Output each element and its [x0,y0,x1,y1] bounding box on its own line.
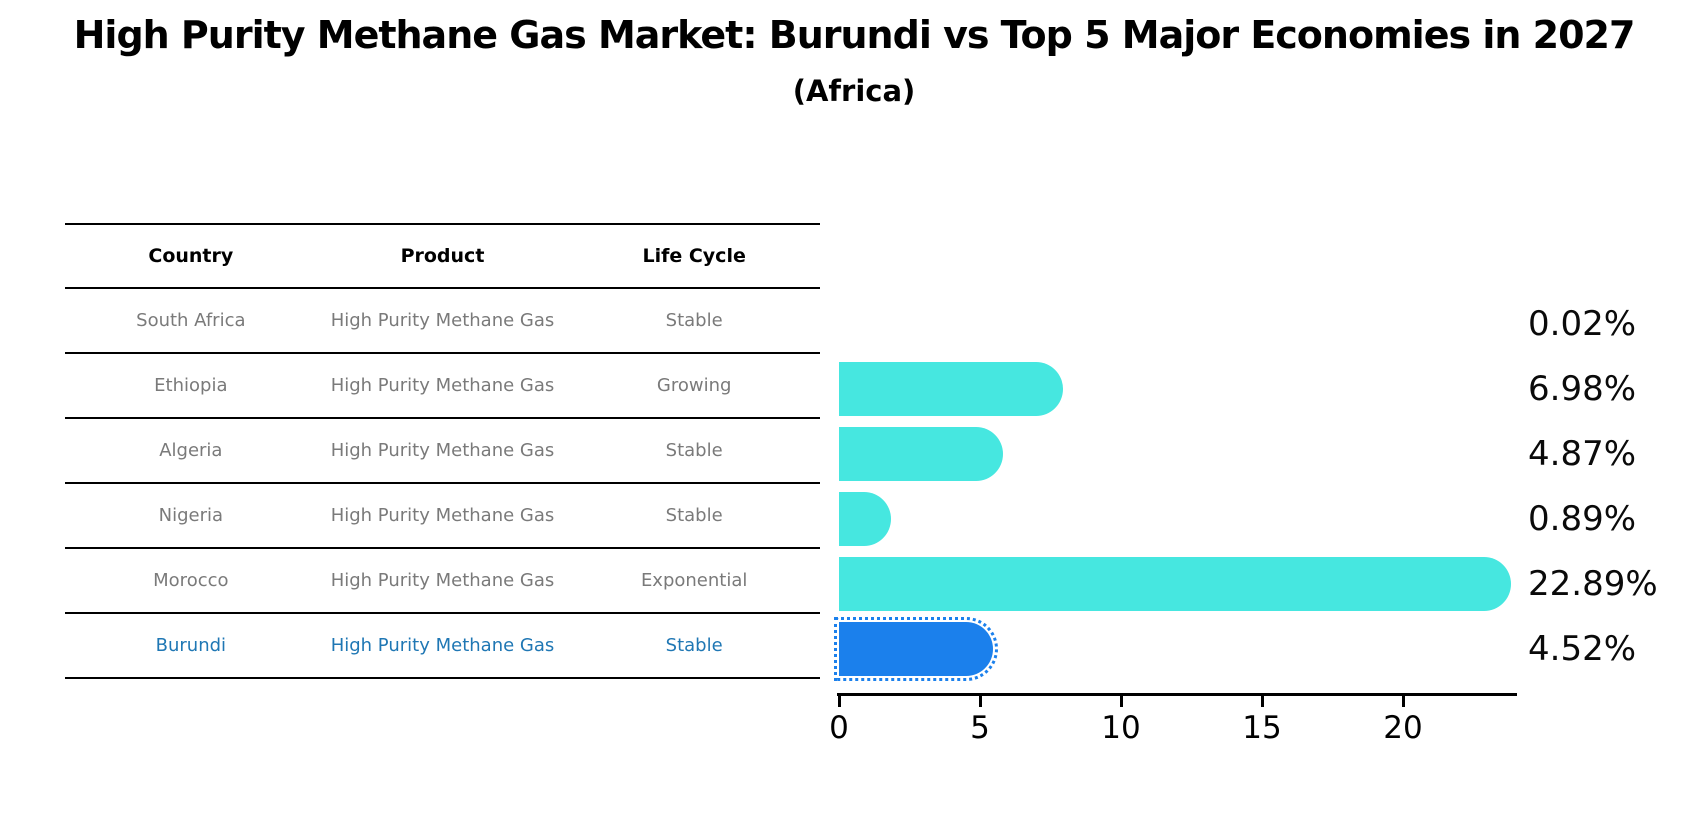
life-cycle-cell-ethiopia: Growing [656,375,732,396]
table-row-ethiopia: Ethiopia High Purity Methane Gas Growing [65,354,820,419]
product-cell-morocco: High Purity Methane Gas [330,570,555,591]
product-cell-nigeria: High Purity Methane Gas [330,505,555,526]
highlight-dotted-edge [834,617,999,681]
value-label-morocco: 22.89% [1528,564,1658,604]
life-cycle-cell-nigeria: Stable [665,505,723,526]
table-header-country: Country [148,245,234,267]
table-row-algeria: Algeria High Purity Methane Gas Stable [65,419,820,484]
figure-subtitle: (Africa) [792,74,916,108]
x-tick-15 [1260,696,1264,707]
bar-algeria [839,427,1004,481]
table-row-morocco: Morocco High Purity Methane Gas Exponentia… [65,549,820,614]
life-cycle-cell-burundi: Stable [665,635,723,656]
table-row-south-africa: South Africa High Purity Methane Gas Stabl… [65,289,820,354]
x-tick-label-0: 0 [829,710,849,746]
table-row-nigeria: Nigeria High Purity Methane Gas Stable [65,484,820,549]
country-cell-burundi: Burundi [155,635,227,656]
value-label-south-africa: 0.02% [1528,304,1637,344]
country-cell-algeria: Algeria [159,440,223,461]
value-label-ethiopia: 6.98% [1528,369,1637,409]
x-tick-20 [1401,696,1405,707]
table-row-burundi: Burundi High Purity Methane Gas Stable [65,614,820,679]
value-label-nigeria: 0.89% [1528,499,1637,539]
product-cell-ethiopia: High Purity Methane Gas [330,375,555,396]
country-table: Country Product Life Cycle South Africa Hig… [65,223,820,679]
figure-title: High Purity Methane Gas Market: Burundi … [73,13,1636,57]
x-tick-5 [978,696,982,707]
country-cell-nigeria: Nigeria [158,505,224,526]
x-tick-label-5: 5 [970,710,990,746]
bar-burundi [834,617,999,681]
country-cell-morocco: Morocco [153,570,229,591]
life-cycle-cell-algeria: Stable [665,440,723,461]
x-tick-label-10: 10 [1101,710,1141,746]
value-label-algeria: 4.87% [1528,434,1637,474]
bar-ethiopia [839,362,1063,416]
product-cell-south-africa: High Purity Methane Gas [330,310,555,331]
life-cycle-cell-south-africa: Stable [665,310,723,331]
value-label-burundi: 4.52% [1528,629,1637,669]
x-tick-label-20: 20 [1383,710,1423,746]
x-tick-0 [837,696,841,707]
table-header-life-cycle: Life Cycle [642,245,746,267]
country-cell-south-africa: South Africa [136,310,246,331]
table-header-product: Product [400,245,485,267]
x-axis-line [837,693,1517,696]
country-cell-ethiopia: Ethiopia [154,375,228,396]
product-cell-algeria: High Purity Methane Gas [330,440,555,461]
x-tick-label-15: 15 [1242,710,1282,746]
x-tick-10 [1119,696,1123,707]
product-cell-burundi: High Purity Methane Gas [330,635,555,656]
life-cycle-cell-morocco: Exponential [640,570,748,591]
bar-nigeria [839,492,892,546]
table-header-row: Country Product Life Cycle [65,223,820,289]
bar-morocco [839,557,1512,611]
table-body: South Africa High Purity Methane Gas Stabl… [65,289,820,679]
